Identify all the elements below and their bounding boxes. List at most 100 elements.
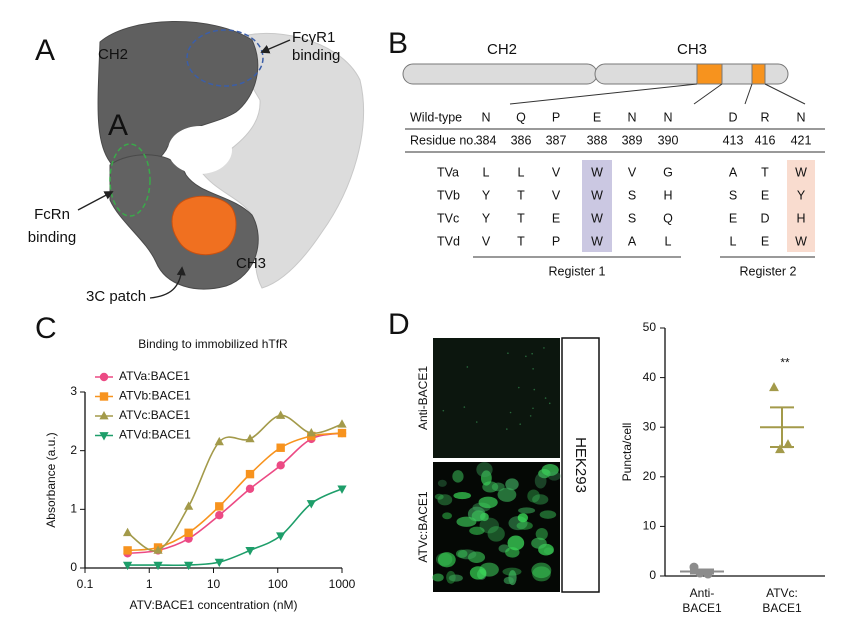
register-1-box <box>696 63 723 85</box>
marker <box>337 485 347 494</box>
speck <box>507 352 509 355</box>
marker <box>245 484 255 493</box>
x-axis-label: ATV:BACE1 concentration (nM) <box>129 598 297 612</box>
cell: Q <box>516 110 526 124</box>
y-axis-label: Puncta/cell <box>620 423 634 482</box>
fcrn-site <box>109 143 151 217</box>
cell <box>469 526 485 535</box>
marker <box>215 502 224 511</box>
cell <box>547 471 561 481</box>
cell <box>479 517 499 534</box>
cell <box>456 516 477 527</box>
legend-marker <box>99 410 109 420</box>
panel-letter: A <box>35 34 55 67</box>
panel-letter: D <box>388 308 410 341</box>
marker <box>153 561 163 571</box>
speck <box>543 347 545 349</box>
y-tick-label: 50 <box>643 320 657 334</box>
marker <box>245 433 255 443</box>
ch3-domain <box>594 63 789 85</box>
speck <box>531 352 533 355</box>
x-tick-label: 0.1 <box>77 577 94 591</box>
cell-signal <box>432 347 561 586</box>
domain-label: CH2 <box>98 46 128 63</box>
puncta-chart: 0 10 20 30 40 50 Puncta/cell Anti-BACE1 ATVc: BAC… <box>620 320 825 615</box>
site-label: binding <box>292 47 340 64</box>
cell: N <box>627 110 636 124</box>
y-axis-label: Absorbance (a.u.) <box>44 432 58 527</box>
panel-letter: C <box>35 312 57 345</box>
panel-letter-overlay: A <box>108 109 128 142</box>
ring-hole <box>168 126 232 174</box>
marker <box>184 528 193 537</box>
marker <box>775 444 785 454</box>
row-label: Residue no. <box>410 133 477 147</box>
connector <box>509 83 698 105</box>
cell <box>503 576 514 585</box>
cell <box>516 521 533 530</box>
cell <box>532 494 549 505</box>
speck <box>544 397 547 399</box>
image-label: ATVc:BACE1 <box>416 491 430 562</box>
register-label: Register 1 <box>549 264 606 278</box>
cell: L <box>483 165 490 179</box>
cell: V <box>552 188 561 202</box>
speck <box>533 388 536 391</box>
row-label: Wild-type <box>410 110 462 124</box>
register-2-box <box>751 63 766 85</box>
cell: S <box>628 211 636 225</box>
cell <box>453 492 472 500</box>
image-label: Anti-BACE1 <box>416 366 430 430</box>
cell: E <box>593 110 601 124</box>
legend-marker <box>99 392 109 401</box>
x-tick-label: 1 <box>146 577 153 591</box>
cell: D <box>728 110 737 124</box>
marker <box>215 511 224 520</box>
speck <box>519 423 521 425</box>
cell <box>531 562 552 579</box>
cell <box>505 478 519 491</box>
cell <box>534 473 547 489</box>
cell: T <box>517 234 525 248</box>
cell: 390 <box>658 133 679 147</box>
marker <box>184 561 194 571</box>
series-line <box>127 432 343 555</box>
protein-structure <box>77 21 364 299</box>
cell: D <box>760 211 769 225</box>
cell: V <box>552 165 561 179</box>
cell <box>478 496 498 509</box>
cell: 386 <box>511 133 532 147</box>
chart-title: Binding to immobilized hTfR <box>138 337 288 351</box>
speck <box>463 406 466 408</box>
cell-line-label: HEK293 <box>572 437 589 493</box>
cell: T <box>517 211 525 225</box>
cell: Y <box>797 188 806 202</box>
y-tick-label: 1 <box>70 502 77 516</box>
cell: E <box>729 211 737 225</box>
legend-marker <box>99 372 109 382</box>
3c-patch <box>171 195 237 256</box>
x-tick-label: Anti-BACE1 <box>682 586 722 615</box>
row-label: TVc <box>437 211 459 225</box>
cell <box>476 462 493 478</box>
y-tick-label: 40 <box>643 370 657 384</box>
cell: S <box>729 188 737 202</box>
x-tick-label: 1000 <box>329 577 356 591</box>
cell: S <box>628 188 636 202</box>
cell: Y <box>482 188 491 202</box>
cell: W <box>591 211 603 225</box>
cell: H <box>796 211 805 225</box>
site-label: FcγR1 <box>292 29 335 46</box>
marker <box>214 436 224 446</box>
cell: L <box>518 165 525 179</box>
cell <box>469 566 487 580</box>
marker <box>214 558 224 568</box>
cell <box>541 464 559 477</box>
cell: A <box>729 165 738 179</box>
cell <box>437 479 447 487</box>
speck <box>548 402 551 405</box>
x-tick-label: 100 <box>268 577 288 591</box>
site-label: FcRn <box>34 206 70 223</box>
cell <box>535 527 548 541</box>
